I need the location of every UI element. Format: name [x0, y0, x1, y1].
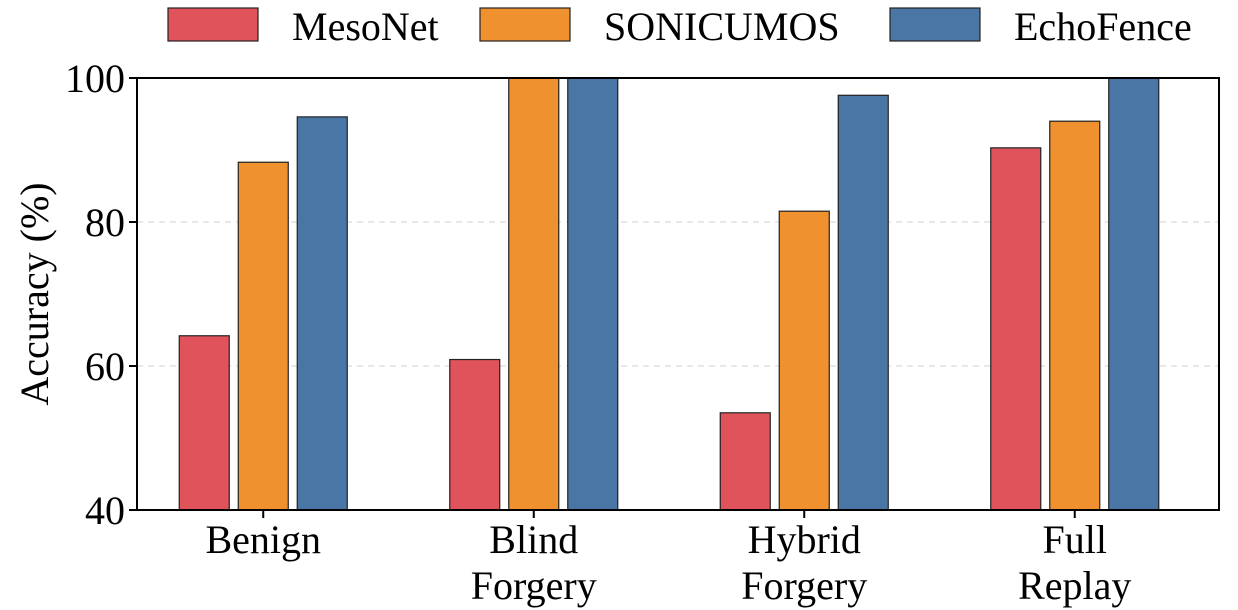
legend: MesoNet SONICUMOS EchoFence [167, 4, 1192, 49]
x-tick-label: Blind [489, 517, 578, 562]
legend-label: SONICUMOS [604, 4, 840, 49]
bar-echofence [567, 77, 619, 511]
y-tick-label: 60 [85, 344, 125, 389]
bar-echofence [1108, 77, 1160, 511]
y-tick-label: 80 [85, 200, 125, 245]
y-axis-ticks: 40 60 80 100 [65, 56, 137, 533]
x-tick-label: Benign [205, 517, 321, 562]
x-tick-label: Hybrid [748, 517, 861, 562]
bar-sonicumos [1049, 120, 1101, 511]
bar-echofence [296, 116, 348, 511]
bar-mesonet [449, 358, 501, 511]
legend-swatch-echofence [889, 7, 981, 42]
x-tick-label: Replay [1018, 563, 1131, 608]
x-tick-label: Forgery [741, 563, 867, 608]
bar-mesonet [719, 412, 771, 511]
bar-sonicumos [778, 210, 830, 511]
legend-label: EchoFence [1014, 4, 1192, 49]
legend-swatch-mesonet [167, 7, 259, 42]
bar-echofence [837, 94, 889, 511]
plot-frame [136, 77, 1220, 511]
x-tick-label: Full [1043, 517, 1107, 562]
bar-mesonet [990, 147, 1042, 511]
y-tick-label: 100 [65, 56, 125, 101]
y-axis-title: Accuracy (%) [12, 182, 57, 405]
y-tick-label: 40 [85, 488, 125, 533]
bar-sonicumos [508, 77, 560, 511]
bar-sonicumos [237, 161, 289, 511]
x-axis-labels: Benign BlindForgeryHybridForgeryFullRepla… [205, 510, 1131, 608]
bars [178, 77, 1160, 511]
x-tick-label: Forgery [471, 563, 597, 608]
bar-mesonet [178, 335, 230, 511]
legend-label: MesoNet [292, 4, 439, 49]
legend-swatch-sonicumos [479, 7, 571, 42]
